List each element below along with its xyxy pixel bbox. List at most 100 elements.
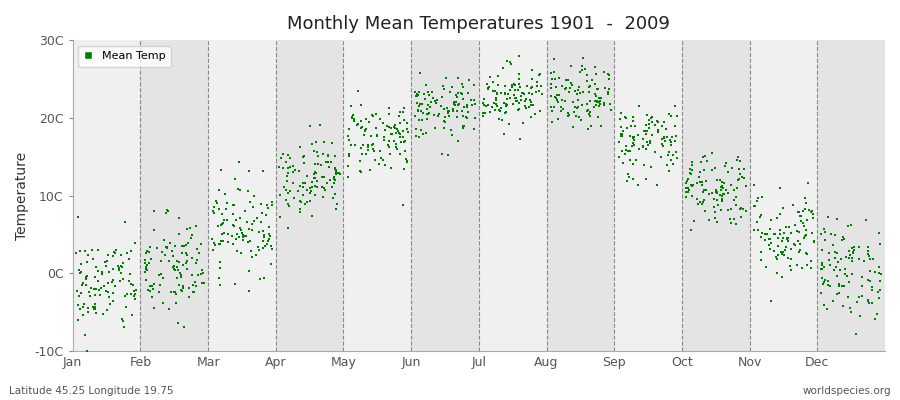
Point bbox=[561, 110, 575, 116]
Point bbox=[286, 169, 301, 176]
Point bbox=[259, 202, 274, 208]
Point bbox=[100, 258, 114, 264]
Point bbox=[828, 255, 842, 261]
Point bbox=[388, 124, 402, 131]
Point bbox=[656, 135, 670, 142]
Point bbox=[215, 211, 230, 217]
Point bbox=[454, 91, 469, 97]
Point bbox=[370, 133, 384, 139]
Point bbox=[212, 275, 226, 282]
Point bbox=[863, 256, 878, 262]
Point bbox=[302, 185, 317, 191]
Point bbox=[778, 224, 793, 230]
Point bbox=[818, 229, 832, 235]
Point bbox=[377, 134, 392, 140]
Point bbox=[314, 162, 328, 168]
Point bbox=[643, 137, 657, 144]
Point bbox=[873, 287, 887, 293]
Point bbox=[302, 123, 317, 130]
Point bbox=[380, 123, 394, 129]
Point bbox=[86, 256, 101, 262]
Point bbox=[499, 90, 513, 96]
Point bbox=[751, 227, 765, 233]
Point bbox=[820, 306, 834, 312]
Point bbox=[398, 138, 412, 144]
Point bbox=[698, 153, 713, 160]
Point bbox=[396, 108, 410, 115]
Point bbox=[814, 275, 829, 282]
Point bbox=[308, 183, 322, 190]
Point bbox=[724, 206, 738, 212]
Point bbox=[598, 85, 612, 92]
Point bbox=[193, 250, 207, 256]
Point bbox=[78, 276, 93, 282]
Point bbox=[871, 289, 886, 295]
Point bbox=[431, 111, 446, 117]
Point bbox=[283, 155, 297, 162]
Point bbox=[365, 141, 380, 148]
Point bbox=[571, 97, 585, 104]
Point bbox=[129, 287, 143, 293]
Point bbox=[524, 102, 538, 109]
Point bbox=[570, 105, 584, 111]
Point bbox=[660, 134, 674, 140]
Point bbox=[668, 138, 682, 144]
Point bbox=[548, 76, 562, 82]
Point bbox=[102, 269, 116, 275]
Point bbox=[378, 126, 392, 133]
Bar bbox=[275, 40, 344, 351]
Point bbox=[821, 214, 835, 220]
Point bbox=[230, 248, 244, 255]
Point bbox=[544, 85, 558, 91]
Point bbox=[723, 215, 737, 222]
Point bbox=[328, 169, 343, 175]
Point bbox=[444, 127, 458, 134]
Point bbox=[575, 63, 590, 70]
Point bbox=[644, 132, 659, 138]
Point bbox=[77, 332, 92, 338]
Point bbox=[685, 167, 699, 174]
Point bbox=[190, 256, 204, 263]
Point bbox=[669, 133, 683, 139]
Point bbox=[447, 100, 462, 106]
Point bbox=[583, 83, 598, 90]
Point bbox=[730, 185, 744, 192]
Point bbox=[507, 80, 521, 87]
Point bbox=[518, 104, 533, 111]
Point bbox=[356, 141, 371, 148]
Point bbox=[590, 98, 604, 105]
Point bbox=[220, 217, 234, 224]
Point bbox=[826, 242, 841, 248]
Point bbox=[415, 110, 429, 116]
Point bbox=[106, 276, 121, 283]
Point bbox=[691, 174, 706, 180]
Point bbox=[520, 83, 535, 89]
Point bbox=[559, 77, 573, 83]
Point bbox=[71, 317, 86, 323]
Point bbox=[764, 240, 778, 246]
Point bbox=[532, 88, 546, 94]
Point bbox=[788, 222, 803, 228]
Point bbox=[174, 287, 188, 294]
Point bbox=[512, 100, 526, 106]
Point bbox=[590, 86, 604, 92]
Point bbox=[554, 104, 569, 110]
Point bbox=[841, 223, 855, 230]
Point bbox=[804, 258, 818, 265]
Point bbox=[701, 217, 716, 223]
Point bbox=[636, 128, 651, 134]
Point bbox=[680, 180, 694, 186]
Point bbox=[354, 118, 368, 125]
Point bbox=[505, 84, 519, 90]
Point bbox=[320, 159, 335, 166]
Point bbox=[716, 191, 730, 198]
Point bbox=[140, 261, 154, 268]
Point bbox=[845, 271, 859, 277]
Point bbox=[147, 304, 161, 311]
Point bbox=[392, 128, 406, 134]
Point bbox=[382, 124, 396, 130]
Point bbox=[482, 74, 497, 80]
Point bbox=[861, 296, 876, 303]
Point bbox=[693, 199, 707, 205]
Point bbox=[400, 129, 415, 135]
